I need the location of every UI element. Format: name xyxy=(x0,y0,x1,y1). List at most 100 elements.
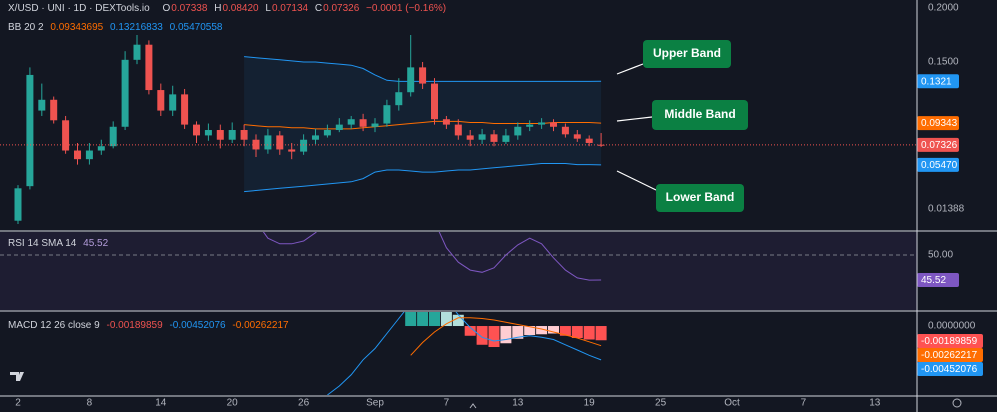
candle-body xyxy=(395,92,403,106)
price-tag-label: 45.52 xyxy=(921,275,946,286)
candle-body xyxy=(538,122,546,125)
price-pane xyxy=(0,34,917,224)
histogram-bar xyxy=(452,314,464,327)
candle-body xyxy=(145,44,153,91)
x-tick-label: 25 xyxy=(655,398,667,409)
histogram-bar xyxy=(583,326,595,340)
x-tick-label: 7 xyxy=(444,398,450,409)
x-tick-label: 13 xyxy=(869,398,881,409)
settings-icon[interactable] xyxy=(952,398,962,408)
candle-body xyxy=(466,135,474,140)
candle-body xyxy=(26,74,34,187)
annotation-box xyxy=(656,184,744,212)
candle-body xyxy=(38,99,46,111)
x-tick-label: Sep xyxy=(366,398,384,409)
candle-body xyxy=(204,130,212,136)
candle-body xyxy=(252,139,260,150)
histogram-bar xyxy=(405,312,417,327)
candle-body xyxy=(74,150,81,160)
candle-body xyxy=(502,135,510,142)
histogram-bar xyxy=(571,326,583,339)
histogram-bar xyxy=(559,326,571,336)
annotation: Upper Band xyxy=(653,46,721,60)
candle-body xyxy=(585,138,593,143)
indicator-name: BB 20 2 xyxy=(8,22,44,33)
candle-body xyxy=(157,90,165,111)
price-tag-label: -0.00452076 xyxy=(921,364,978,375)
candle-body xyxy=(490,134,498,142)
candle-body xyxy=(193,124,200,136)
x-tick-label: 7 xyxy=(801,398,807,409)
candle-body xyxy=(14,188,22,221)
indicator-name: MACD 12 26 close 9 xyxy=(8,320,100,331)
x-tick-label: 2 xyxy=(15,398,21,409)
candle-body xyxy=(133,44,141,60)
ohlc-key: C xyxy=(314,3,323,14)
candle-body xyxy=(216,130,224,140)
candle-body xyxy=(454,124,462,136)
ohlc-value: 0.07326 xyxy=(323,3,360,14)
histogram-bar xyxy=(536,326,548,335)
price-tag-label: -0.00189859 xyxy=(921,336,978,347)
price-tag xyxy=(917,74,959,89)
candle-body xyxy=(121,59,129,127)
histogram-bar xyxy=(512,326,524,339)
histogram-bar xyxy=(476,326,488,345)
macd-line xyxy=(327,312,602,395)
y-tick-label: 0.2000 xyxy=(928,3,959,14)
bb-fill xyxy=(244,56,602,192)
candle-body xyxy=(228,130,236,140)
indicator-value: 0.05470558 xyxy=(169,22,223,33)
candle-body xyxy=(335,124,343,131)
price-tag xyxy=(917,272,959,287)
macd-pane xyxy=(327,312,607,395)
candle-body xyxy=(312,135,319,140)
ohlc-key: L xyxy=(265,3,271,14)
candle-body xyxy=(371,123,379,127)
indicator-value: -0.00189859 xyxy=(106,320,163,331)
header: X/USD · UNI · 1D · DEXTools.io O0.07338 … xyxy=(8,3,450,14)
x-tick-label: 26 xyxy=(298,398,310,409)
indicator-value: -0.00262217 xyxy=(232,320,289,331)
ohlc-value: 0.07338 xyxy=(171,3,208,14)
histogram-bar xyxy=(464,326,476,336)
x-tick-label: 8 xyxy=(87,398,93,409)
arrow xyxy=(616,63,644,75)
x-tick-label: 20 xyxy=(227,398,239,409)
x-tick-label: 13 xyxy=(512,398,524,409)
indicator-name: RSI 14 SMA 14 xyxy=(8,238,77,249)
candle-body xyxy=(359,119,367,127)
annotation: Middle Band xyxy=(664,107,735,121)
tv-logo xyxy=(10,372,24,381)
arrow xyxy=(616,116,653,122)
rsi-band xyxy=(0,232,917,310)
candle-body xyxy=(62,120,70,151)
symbol: X/USD · UNI · 1D · DEXTools.io xyxy=(8,3,150,14)
signal-line xyxy=(410,317,602,356)
candle-body xyxy=(573,134,581,139)
indicator-value: -0.00452076 xyxy=(169,320,226,331)
change: −0.0001 (−0.16%) xyxy=(366,3,447,14)
candle-body xyxy=(85,150,93,160)
x-tick-label: 14 xyxy=(155,398,167,409)
price-tag-label: 0.07326 xyxy=(921,140,958,151)
candle-body xyxy=(264,135,272,150)
rsi-legend: RSI 14 SMA 14 45.52 xyxy=(8,238,112,249)
candle-body xyxy=(300,139,308,152)
price-tag xyxy=(917,137,959,152)
price-tag-label: -0.00262217 xyxy=(921,350,978,361)
x-tick-label: Oct xyxy=(724,398,740,409)
axes: 0.2000 0.1500 0.01388 0.1321 0.09343 0.05470 0… xyxy=(15,3,983,409)
price-tag xyxy=(917,116,959,131)
candle-body xyxy=(526,124,534,127)
candle-body xyxy=(514,126,522,136)
annotation: Lower Band xyxy=(666,190,735,204)
scroll-arrow[interactable] xyxy=(469,403,477,409)
histogram-bar xyxy=(524,326,536,336)
indicator-value: 0.09343695 xyxy=(50,22,104,33)
price-tag xyxy=(917,362,983,376)
indicator-value: 0.13216833 xyxy=(110,22,163,33)
candle-body xyxy=(288,149,296,152)
